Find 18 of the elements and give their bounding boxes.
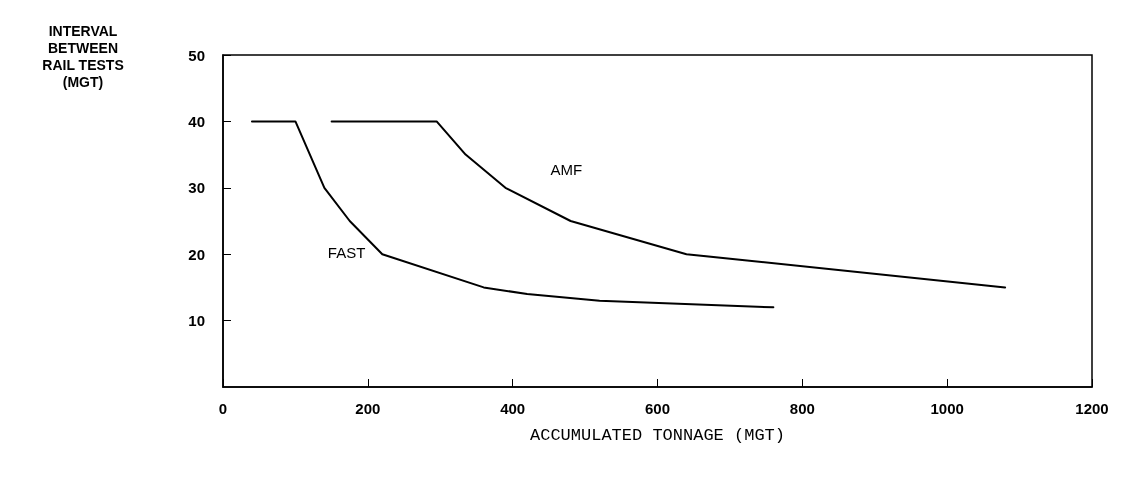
y-tick-label: 10 xyxy=(188,312,205,330)
x-tick-label: 600 xyxy=(644,400,671,417)
x-tick-label: 800 xyxy=(789,400,815,417)
series-label: AMF xyxy=(550,161,583,179)
y-tick-label: 20 xyxy=(188,245,205,263)
x-tick-label: 400 xyxy=(500,400,526,417)
x-tick-label: 1200 xyxy=(1075,400,1109,417)
series-label: FAST xyxy=(327,243,366,261)
y-axis-title: INTERVAL BETWEEN RAIL TESTS (MGT) xyxy=(42,22,124,90)
line-series xyxy=(250,120,775,309)
x-tick-label: 1000 xyxy=(930,400,964,417)
y-tick-label: 50 xyxy=(188,46,205,64)
x-axis-title: ACCUMULATED TONNAGE (MGT) xyxy=(529,426,786,445)
x-tick-label: 0 xyxy=(218,400,228,417)
y-tick-label: 30 xyxy=(188,179,205,197)
line-series xyxy=(330,120,1007,289)
y-tick-label: 40 xyxy=(188,112,205,130)
x-tick-label: 200 xyxy=(355,400,381,417)
